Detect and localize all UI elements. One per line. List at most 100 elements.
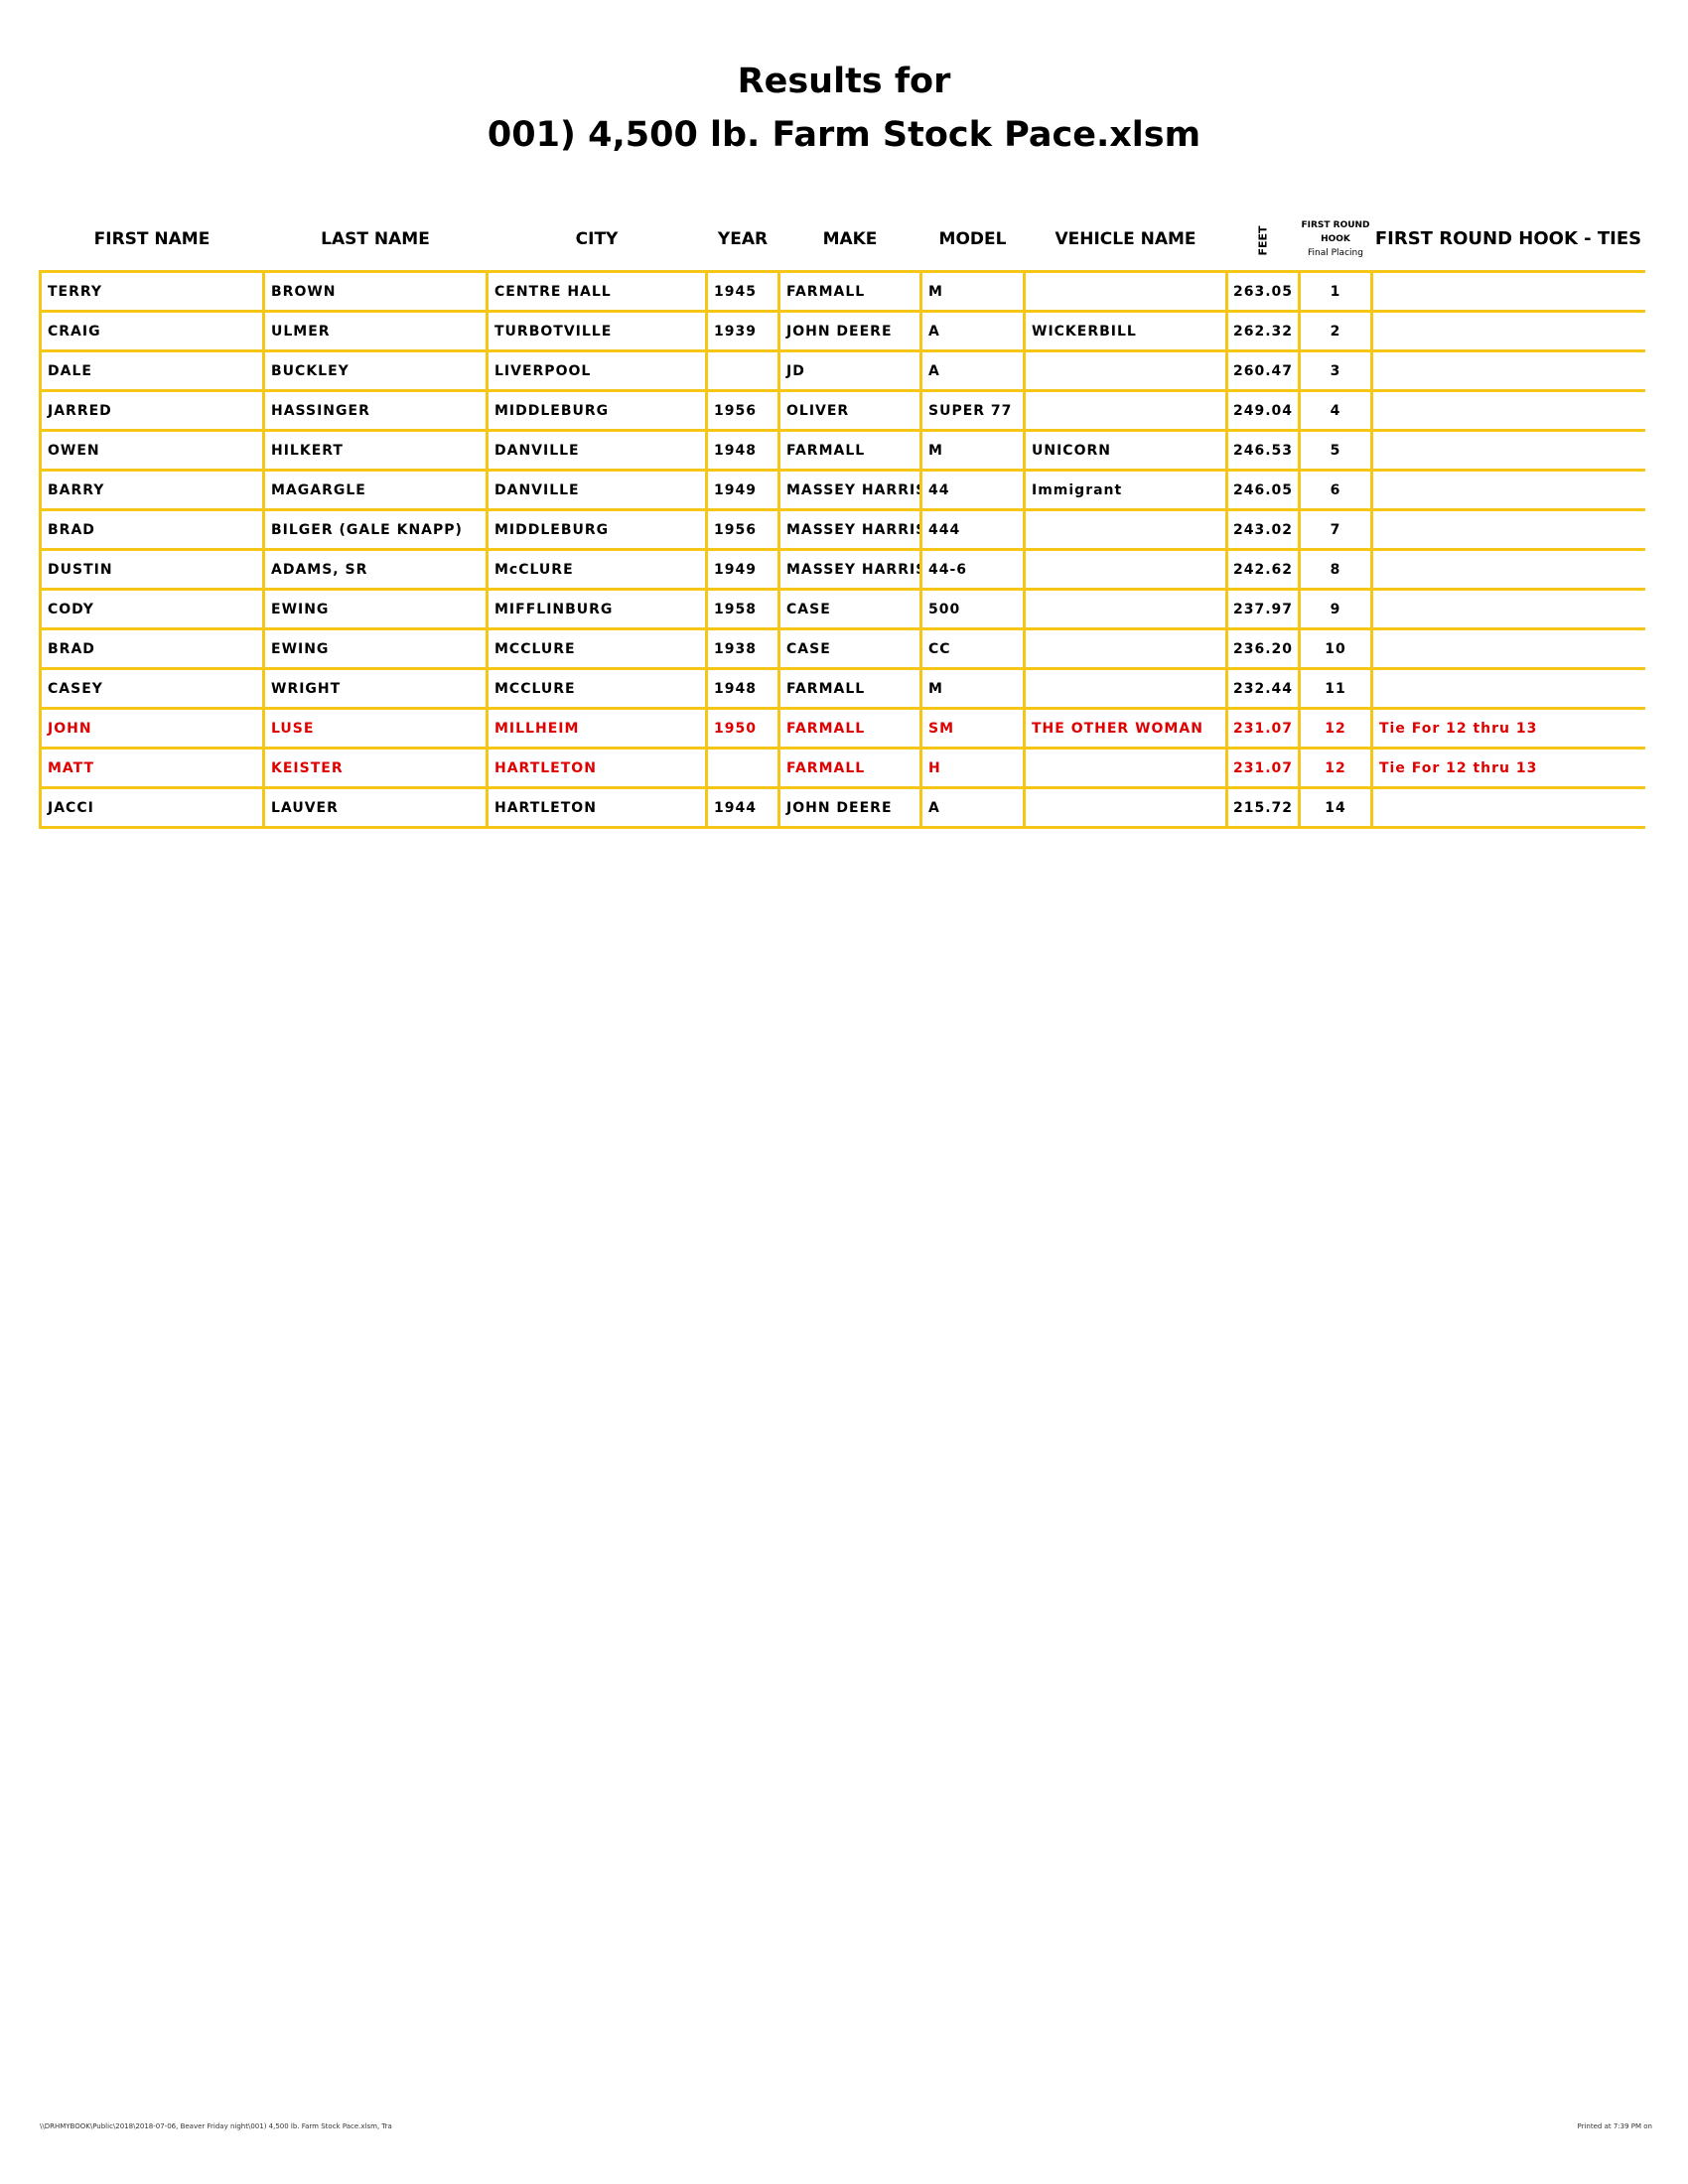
- cell-model: 444: [919, 508, 1026, 551]
- table-row: DUSTIN ADAMS, SR McCLURE 1949 MASSEY HARRIS 4…: [39, 548, 1645, 591]
- cell-ties: [1370, 270, 1645, 313]
- cell-make: MASSEY HARRIS: [777, 548, 922, 591]
- cell-first-name: JOHN: [39, 707, 265, 750]
- cell-first-name: BRAD: [39, 508, 265, 551]
- cell-model: 500: [919, 588, 1026, 630]
- cell-vehicle-name: THE OTHER WOMAN: [1023, 707, 1228, 750]
- cell-model: A: [919, 786, 1026, 829]
- cell-final-placing: 11: [1298, 667, 1373, 710]
- cell-first-name: CRAIG: [39, 310, 265, 352]
- cell-last-name: MAGARGLE: [262, 469, 489, 511]
- cell-model: 44: [919, 469, 1026, 511]
- cell-last-name: KEISTER: [262, 747, 489, 789]
- table-row: DALE BUCKLEY LIVERPOOL JD A 260.47 3: [39, 349, 1645, 392]
- cell-make: MASSEY HARRIS: [777, 469, 922, 511]
- cell-model: A: [919, 310, 1026, 352]
- table-row: TERRY BROWN CENTRE HALL 1945 FARMALL M 263.05 1: [39, 270, 1645, 313]
- cell-vehicle-name: UNICORN: [1023, 429, 1228, 472]
- cell-make: FARMALL: [777, 270, 922, 313]
- cell-model: M: [919, 667, 1026, 710]
- cell-city: DANVILLE: [486, 469, 708, 511]
- header-feet-label: FEET: [1256, 225, 1270, 256]
- cell-first-name: BRAD: [39, 627, 265, 670]
- cell-feet: 249.04: [1225, 389, 1301, 432]
- cell-final-placing: 1: [1298, 270, 1373, 313]
- cell-final-placing: 5: [1298, 429, 1373, 472]
- cell-last-name: WRIGHT: [262, 667, 489, 710]
- cell-city: DANVILLE: [486, 429, 708, 472]
- cell-first-name: CASEY: [39, 667, 265, 710]
- cell-first-name: CODY: [39, 588, 265, 630]
- cell-last-name: EWING: [262, 588, 489, 630]
- cell-model: CC: [919, 627, 1026, 670]
- cell-model: M: [919, 429, 1026, 472]
- table-row: BRAD BILGER (GALE KNAPP) MIDDLEBURG 1956 MAS…: [39, 508, 1645, 551]
- cell-city: MILLHEIM: [486, 707, 708, 750]
- cell-year: 1948: [705, 667, 780, 710]
- cell-last-name: EWING: [262, 627, 489, 670]
- cell-year: [705, 349, 780, 392]
- cell-model: 44-6: [919, 548, 1026, 591]
- cell-city: MIDDLEBURG: [486, 508, 708, 551]
- cell-vehicle-name: [1023, 270, 1228, 313]
- cell-city: HARTLETON: [486, 747, 708, 789]
- cell-first-name: JACCI: [39, 786, 265, 829]
- placing-line1: FIRST ROUND: [1301, 220, 1370, 230]
- page-title-line1: Results for: [737, 62, 951, 101]
- table-row: JARRED HASSINGER MIDDLEBURG 1956 OLIVER SUPER…: [39, 389, 1645, 432]
- cell-vehicle-name: [1023, 508, 1228, 551]
- cell-ties: [1370, 349, 1645, 392]
- header-make: MAKE: [778, 208, 921, 273]
- cell-year: 1950: [705, 707, 780, 750]
- cell-city: McCLURE: [486, 548, 708, 591]
- header-feet: FEET: [1226, 208, 1300, 273]
- cell-final-placing: 12: [1298, 747, 1373, 789]
- cell-ties: [1370, 389, 1645, 432]
- cell-make: FARMALL: [777, 707, 922, 750]
- cell-make: MASSEY HARRIS: [777, 508, 922, 551]
- cell-ties: [1370, 429, 1645, 472]
- cell-final-placing: 14: [1298, 786, 1373, 829]
- cell-first-name: DALE: [39, 349, 265, 392]
- cell-last-name: LAUVER: [262, 786, 489, 829]
- cell-make: JD: [777, 349, 922, 392]
- table-row: BRAD EWING MCCLURE 1938 CASE CC 236.20 10: [39, 627, 1645, 670]
- header-city: CITY: [487, 208, 707, 273]
- table-row: CASEY WRIGHT MCCLURE 1948 FARMALL M 232.44 11: [39, 667, 1645, 710]
- cell-year: 1956: [705, 508, 780, 551]
- cell-feet: 237.97: [1225, 588, 1301, 630]
- cell-last-name: BROWN: [262, 270, 489, 313]
- cell-vehicle-name: [1023, 588, 1228, 630]
- cell-ties: [1370, 548, 1645, 591]
- cell-city: TURBOTVILLE: [486, 310, 708, 352]
- table-row: MATT KEISTER HARTLETON FARMALL H 231.07 12 Tie …: [39, 747, 1645, 789]
- cell-ties: [1370, 508, 1645, 551]
- cell-year: 1944: [705, 786, 780, 829]
- cell-last-name: BUCKLEY: [262, 349, 489, 392]
- cell-vehicle-name: Immigrant: [1023, 469, 1228, 511]
- cell-first-name: JARRED: [39, 389, 265, 432]
- cell-feet: 232.44: [1225, 667, 1301, 710]
- cell-ties: Tie For 12 thru 13: [1370, 707, 1645, 750]
- cell-first-name: BARRY: [39, 469, 265, 511]
- cell-year: [705, 747, 780, 789]
- cell-year: 1945: [705, 270, 780, 313]
- cell-city: CENTRE HALL: [486, 270, 708, 313]
- cell-final-placing: 12: [1298, 707, 1373, 750]
- cell-make: FARMALL: [777, 667, 922, 710]
- header-year: YEAR: [706, 208, 779, 273]
- cell-feet: 243.02: [1225, 508, 1301, 551]
- cell-ties: [1370, 786, 1645, 829]
- cell-feet: 263.05: [1225, 270, 1301, 313]
- cell-feet: 262.32: [1225, 310, 1301, 352]
- cell-vehicle-name: [1023, 389, 1228, 432]
- cell-feet: 231.07: [1225, 747, 1301, 789]
- cell-model: SUPER 77: [919, 389, 1026, 432]
- cell-year: 1938: [705, 627, 780, 670]
- cell-make: OLIVER: [777, 389, 922, 432]
- header-row: FIRST NAME LAST NAME CITY YEAR MAKE MODE…: [40, 208, 1645, 273]
- cell-feet: 215.72: [1225, 786, 1301, 829]
- cell-ties: [1370, 588, 1645, 630]
- table-row: JOHN LUSE MILLHEIM 1950 FARMALL SM THE OTHER W…: [39, 707, 1645, 750]
- cell-vehicle-name: [1023, 627, 1228, 670]
